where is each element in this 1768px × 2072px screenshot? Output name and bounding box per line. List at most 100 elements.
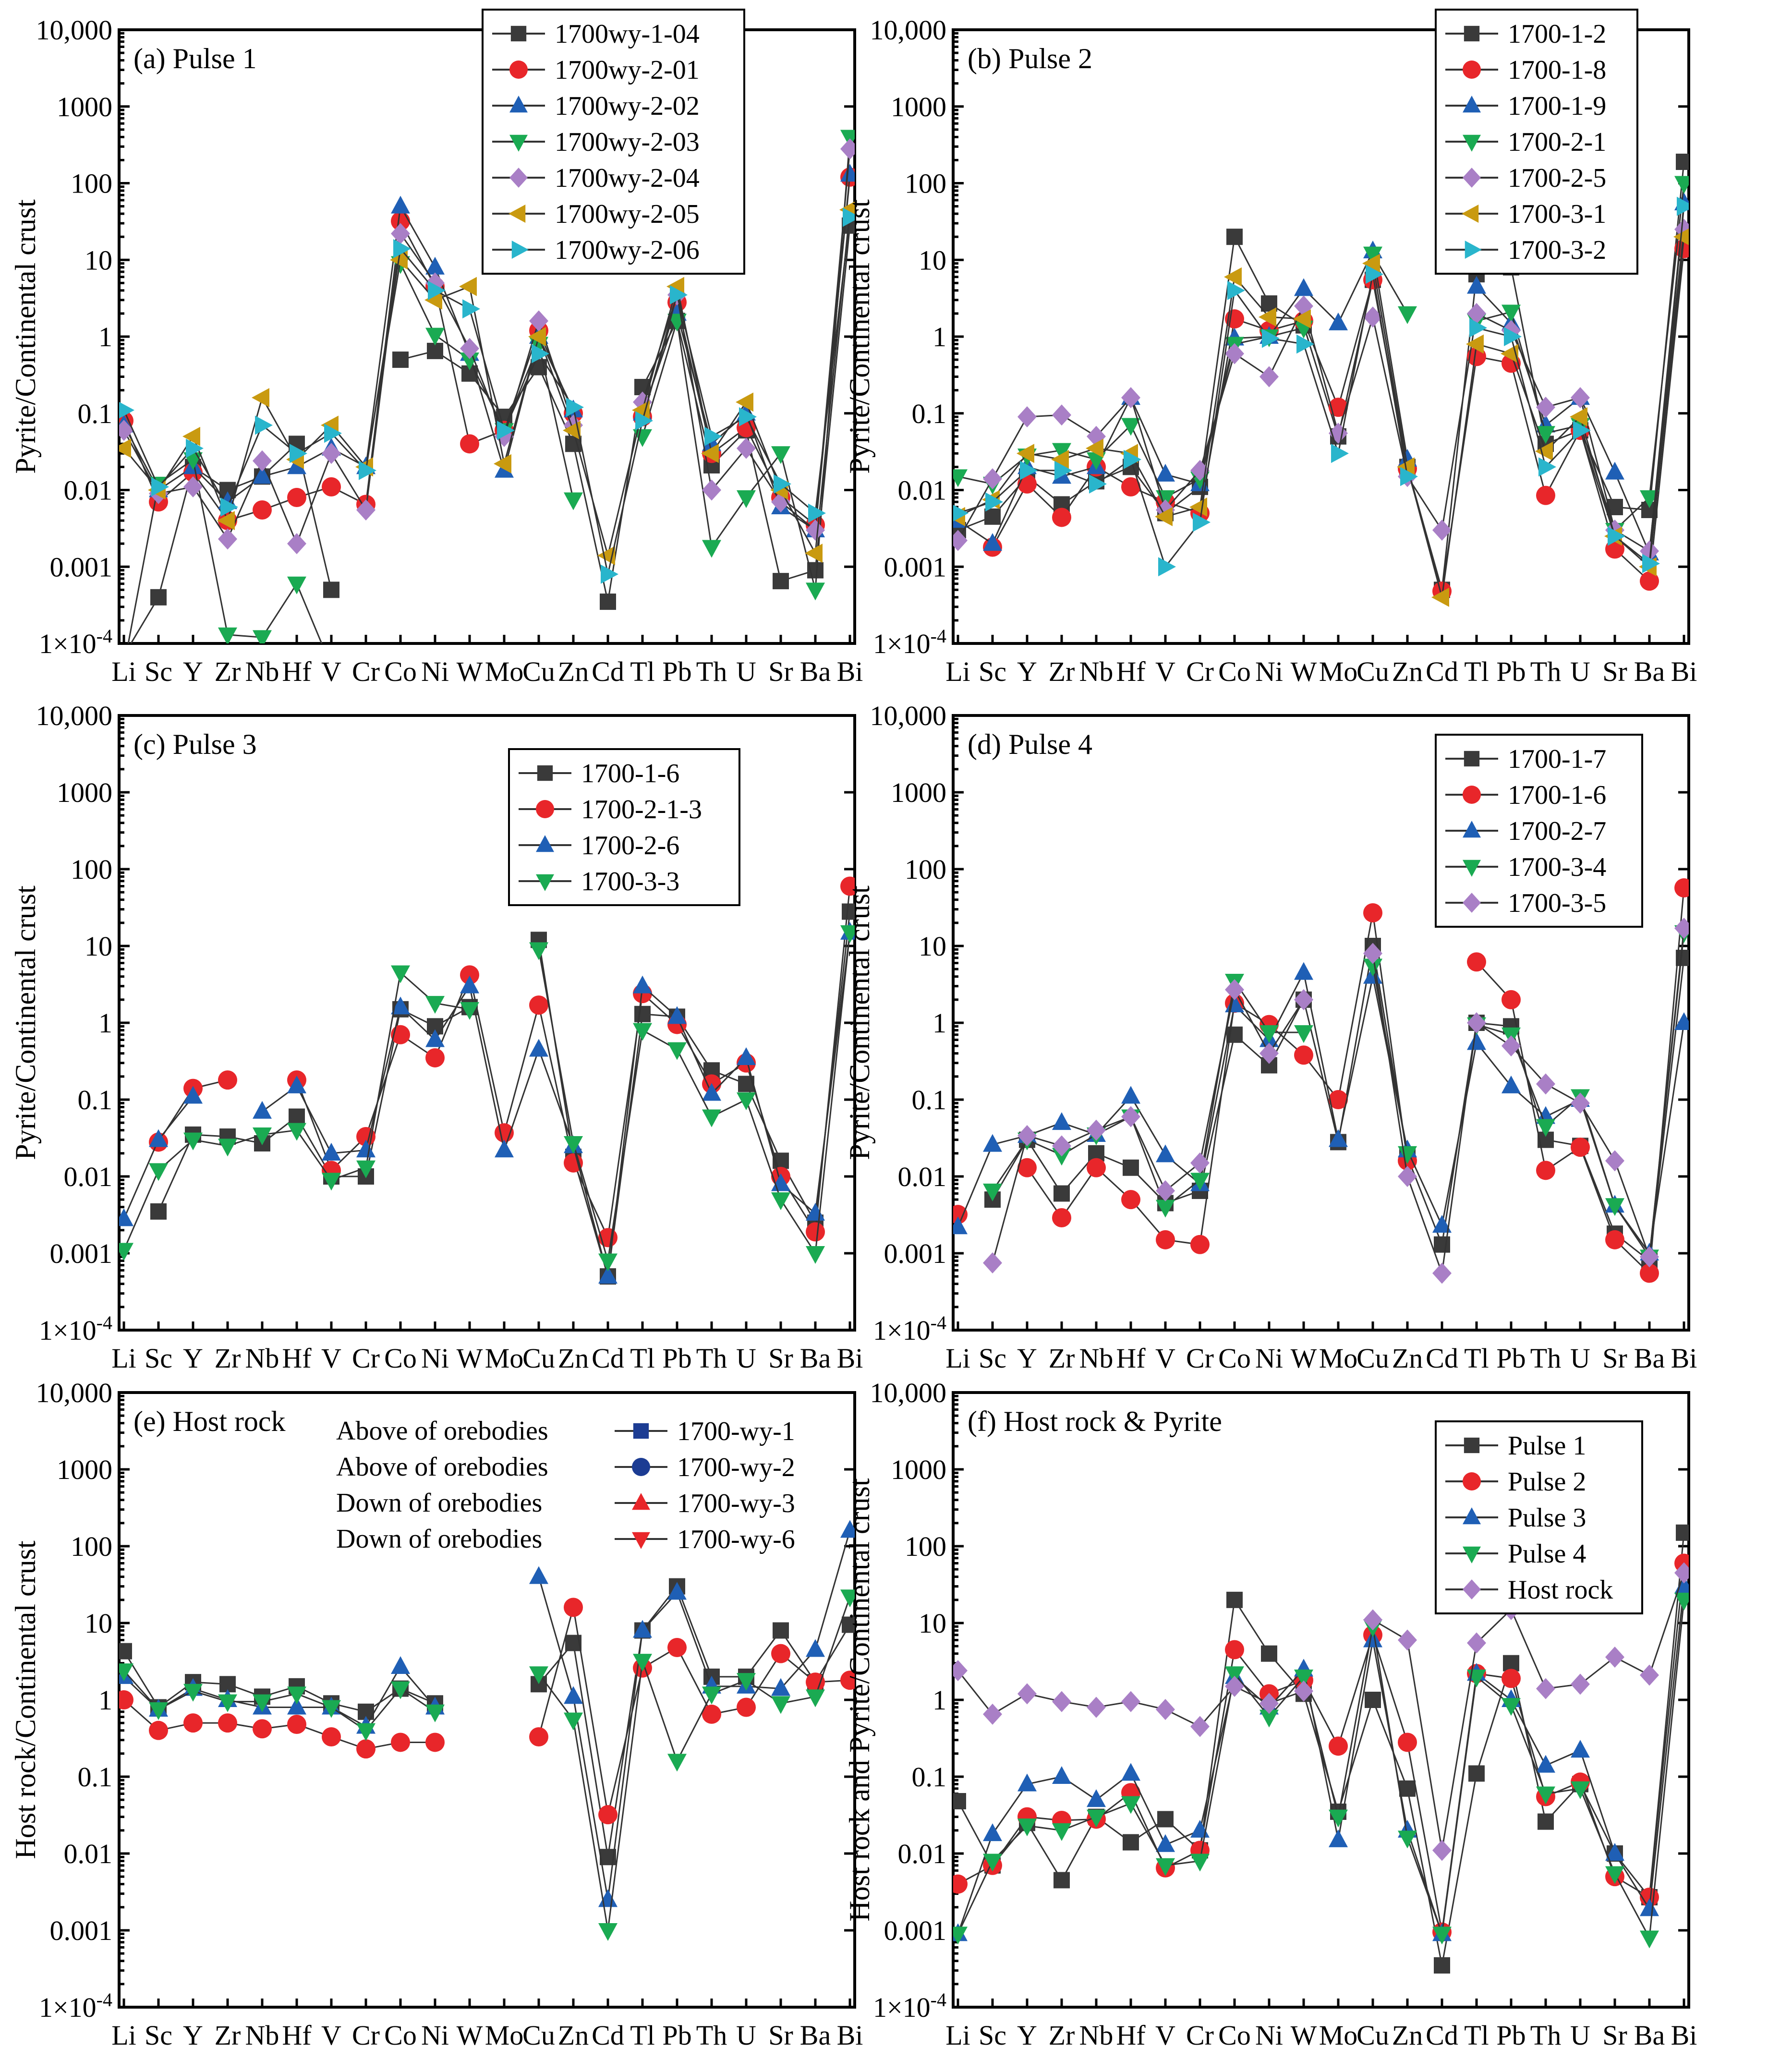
legend-marker [1463, 1579, 1481, 1599]
x-tick-label: Cr [352, 656, 380, 687]
x-tick-label: Co [384, 1343, 417, 1374]
data-point-Host rock-Hf [1121, 1691, 1140, 1712]
x-tick-label: Zn [558, 2020, 589, 2051]
data-point-1700-1-9-Tl [1467, 276, 1486, 294]
data-point-1700-1-6-Ba [1640, 1263, 1659, 1283]
legend-marker [1464, 1437, 1480, 1454]
legend-label: 1700-1-7 [1508, 744, 1606, 774]
data-point-1700-3-2-Sr [1608, 526, 1625, 546]
series-line-Host rock [1372, 1573, 1685, 1851]
y-tick-label: 10,000 [870, 1377, 947, 1408]
data-point-1700-3-2-Zr [1054, 460, 1072, 480]
x-tick-label: U [736, 656, 756, 687]
data-point-1700-1-6-Th [1536, 1161, 1555, 1180]
x-tick-label: Th [696, 2020, 727, 2051]
x-tick-label: Y [183, 2020, 203, 2051]
data-point-1700-2-6-W [460, 975, 479, 994]
data-point-1700-2-7-Li [953, 1216, 968, 1235]
x-tick-label: Ni [1255, 1343, 1283, 1374]
data-point-Pulse 1-Tl [1468, 1765, 1485, 1782]
data-point-1700-3-2-Mo [1331, 444, 1349, 463]
x-tick-label: Y [1017, 2020, 1037, 2051]
data-point-1700wy-2-04-Th [702, 479, 721, 501]
data-point-1700wy-2-04-Li [119, 420, 133, 441]
data-point-1700wy-2-01-Hf [287, 487, 306, 507]
legend-label: 1700-1-9 [1508, 91, 1606, 121]
data-point-1700wy-2-04-V [322, 443, 341, 464]
x-tick-label: V [1155, 1343, 1175, 1374]
data-point-Pulse 3-Mo [1329, 1829, 1348, 1847]
data-point-1700wy-2-04-Y [183, 476, 203, 497]
data-point-1700-1-8-Zr [1052, 508, 1071, 527]
data-point-1700wy-2-03-Ni [425, 327, 445, 346]
data-point-Pulse 4-Sr [1605, 1866, 1624, 1884]
series-line-Pulse 4 [957, 1599, 1685, 1940]
x-tick-label: Cr [352, 1343, 380, 1374]
x-tick-label: Bi [837, 656, 863, 687]
data-point-1700-3-3-V [322, 1173, 341, 1191]
data-point-Host rock-V [1156, 1698, 1175, 1720]
y-tick-label: 0.01 [898, 475, 947, 506]
x-tick-label: Cd [1426, 2020, 1458, 2051]
data-point-1700-3-3-Zr [218, 1139, 237, 1157]
data-point-1700-3-3-Cr [356, 1160, 375, 1178]
x-tick-label: Ba [800, 2020, 831, 2051]
data-point-1700-3-3-U [737, 1092, 756, 1110]
data-point-1700-2-6-Ni [425, 1029, 445, 1047]
series-layer [953, 1524, 1689, 1974]
data-point-Host rock-Sc [983, 1703, 1002, 1725]
y-tick-label: 1000 [57, 777, 112, 808]
legend-label: 1700wy-2-05 [555, 199, 700, 229]
data-point-1700-2-5-Hf [1121, 387, 1140, 409]
data-point-1700wy-2-06-Ba [808, 503, 826, 523]
data-point-1700wy-2-04-Cr [356, 499, 375, 521]
x-tick-label: Zr [215, 2020, 241, 2051]
legend-marker [1463, 168, 1481, 188]
x-tick-label: Sr [1602, 2020, 1627, 2051]
x-tick-label: Sc [145, 1343, 172, 1374]
x-tick-label: Zr [215, 656, 241, 687]
data-point-1700-3-3-Pb [667, 1042, 687, 1060]
data-point-1700-wy-3-Tl [633, 1620, 652, 1638]
data-point-Pulse 4-V [1156, 1858, 1175, 1876]
x-tick-label: V [321, 656, 341, 687]
x-tick-label: Nb [245, 2020, 279, 2051]
data-point-1700wy-2-04-Hf [287, 533, 306, 555]
x-tick-label: V [321, 1343, 341, 1374]
data-point-Pulse 4-Zr [1052, 1823, 1071, 1841]
data-point-1700-2-5-Y [1017, 406, 1037, 428]
data-point-1700-3-3-Bi [840, 925, 855, 943]
data-point-1700-3-2-Li [953, 505, 969, 521]
data-point-Pulse 1-Cd [1434, 1957, 1450, 1974]
data-point-1700wy-2-06-Cd [601, 564, 618, 584]
data-point-1700wy-2-06-Zr [220, 497, 238, 517]
y-tick-label: 1000 [891, 91, 946, 122]
data-point-1700-3-2-Zn [1400, 467, 1418, 486]
data-point-1700-2-6-Th [702, 1083, 721, 1101]
data-point-1700-1-8-Th [1536, 485, 1555, 505]
data-point-Pulse 1-Bi [1676, 1524, 1689, 1541]
legend-marker [1463, 1507, 1481, 1525]
series-line-Pulse 3 [957, 1586, 1685, 1934]
series-line-1700-3-3 [538, 932, 851, 1261]
x-tick-label: Nb [1079, 656, 1114, 687]
data-point-Pulse 2-Pb [1502, 1669, 1521, 1688]
data-point-1700-3-2-Ba [1642, 554, 1660, 573]
series-line-Pulse 2 [957, 1563, 1685, 1932]
data-point-1700-3-2-Ni [1262, 328, 1280, 348]
data-point-Host rock-W [1294, 1680, 1313, 1702]
data-point-1700-wy-2-Ba [806, 1672, 825, 1692]
x-tick-label: Cu [522, 2020, 555, 2051]
series-line-1700-wy-1 [538, 1585, 851, 1857]
data-point-1700wy-2-06-Y [186, 438, 204, 458]
data-point-Pulse 4-W [1294, 1669, 1313, 1687]
x-tick-label: Zr [1049, 656, 1075, 687]
data-point-1700-3-2-Tl [1469, 318, 1487, 338]
series-line-1700-2-5 [957, 229, 1685, 553]
data-point-1700-3-4-Th [1536, 1119, 1555, 1137]
data-point-1700-2-5-Zr [1052, 404, 1071, 426]
x-tick-label: W [457, 1343, 483, 1374]
x-tick-label: Pb [662, 656, 691, 687]
legend: 1700-1-2 1700-1-8 1700-1-9 1700-2-1 1700-2-5… [1435, 9, 1638, 275]
x-tick-label: U [1570, 656, 1590, 687]
